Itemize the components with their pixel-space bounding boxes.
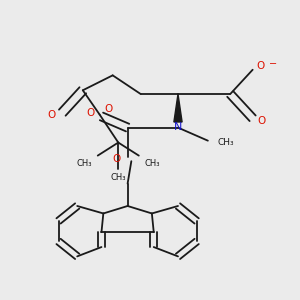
Text: O: O <box>47 110 55 119</box>
Text: O: O <box>257 61 265 71</box>
Text: O: O <box>86 108 94 118</box>
Text: CH₃: CH₃ <box>144 159 160 168</box>
Text: O: O <box>258 116 266 126</box>
Text: O: O <box>112 154 121 164</box>
Text: CH₃: CH₃ <box>77 159 92 168</box>
Text: −: − <box>269 59 277 69</box>
Polygon shape <box>174 94 182 122</box>
Text: CH₃: CH₃ <box>217 138 234 147</box>
Text: N: N <box>174 122 182 132</box>
Text: CH₃: CH₃ <box>110 173 126 182</box>
Text: O: O <box>104 104 112 114</box>
